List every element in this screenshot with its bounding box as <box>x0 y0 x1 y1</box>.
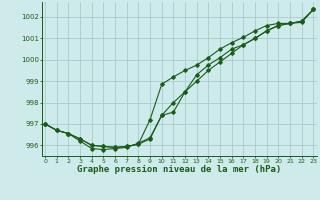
X-axis label: Graphe pression niveau de la mer (hPa): Graphe pression niveau de la mer (hPa) <box>77 165 281 174</box>
